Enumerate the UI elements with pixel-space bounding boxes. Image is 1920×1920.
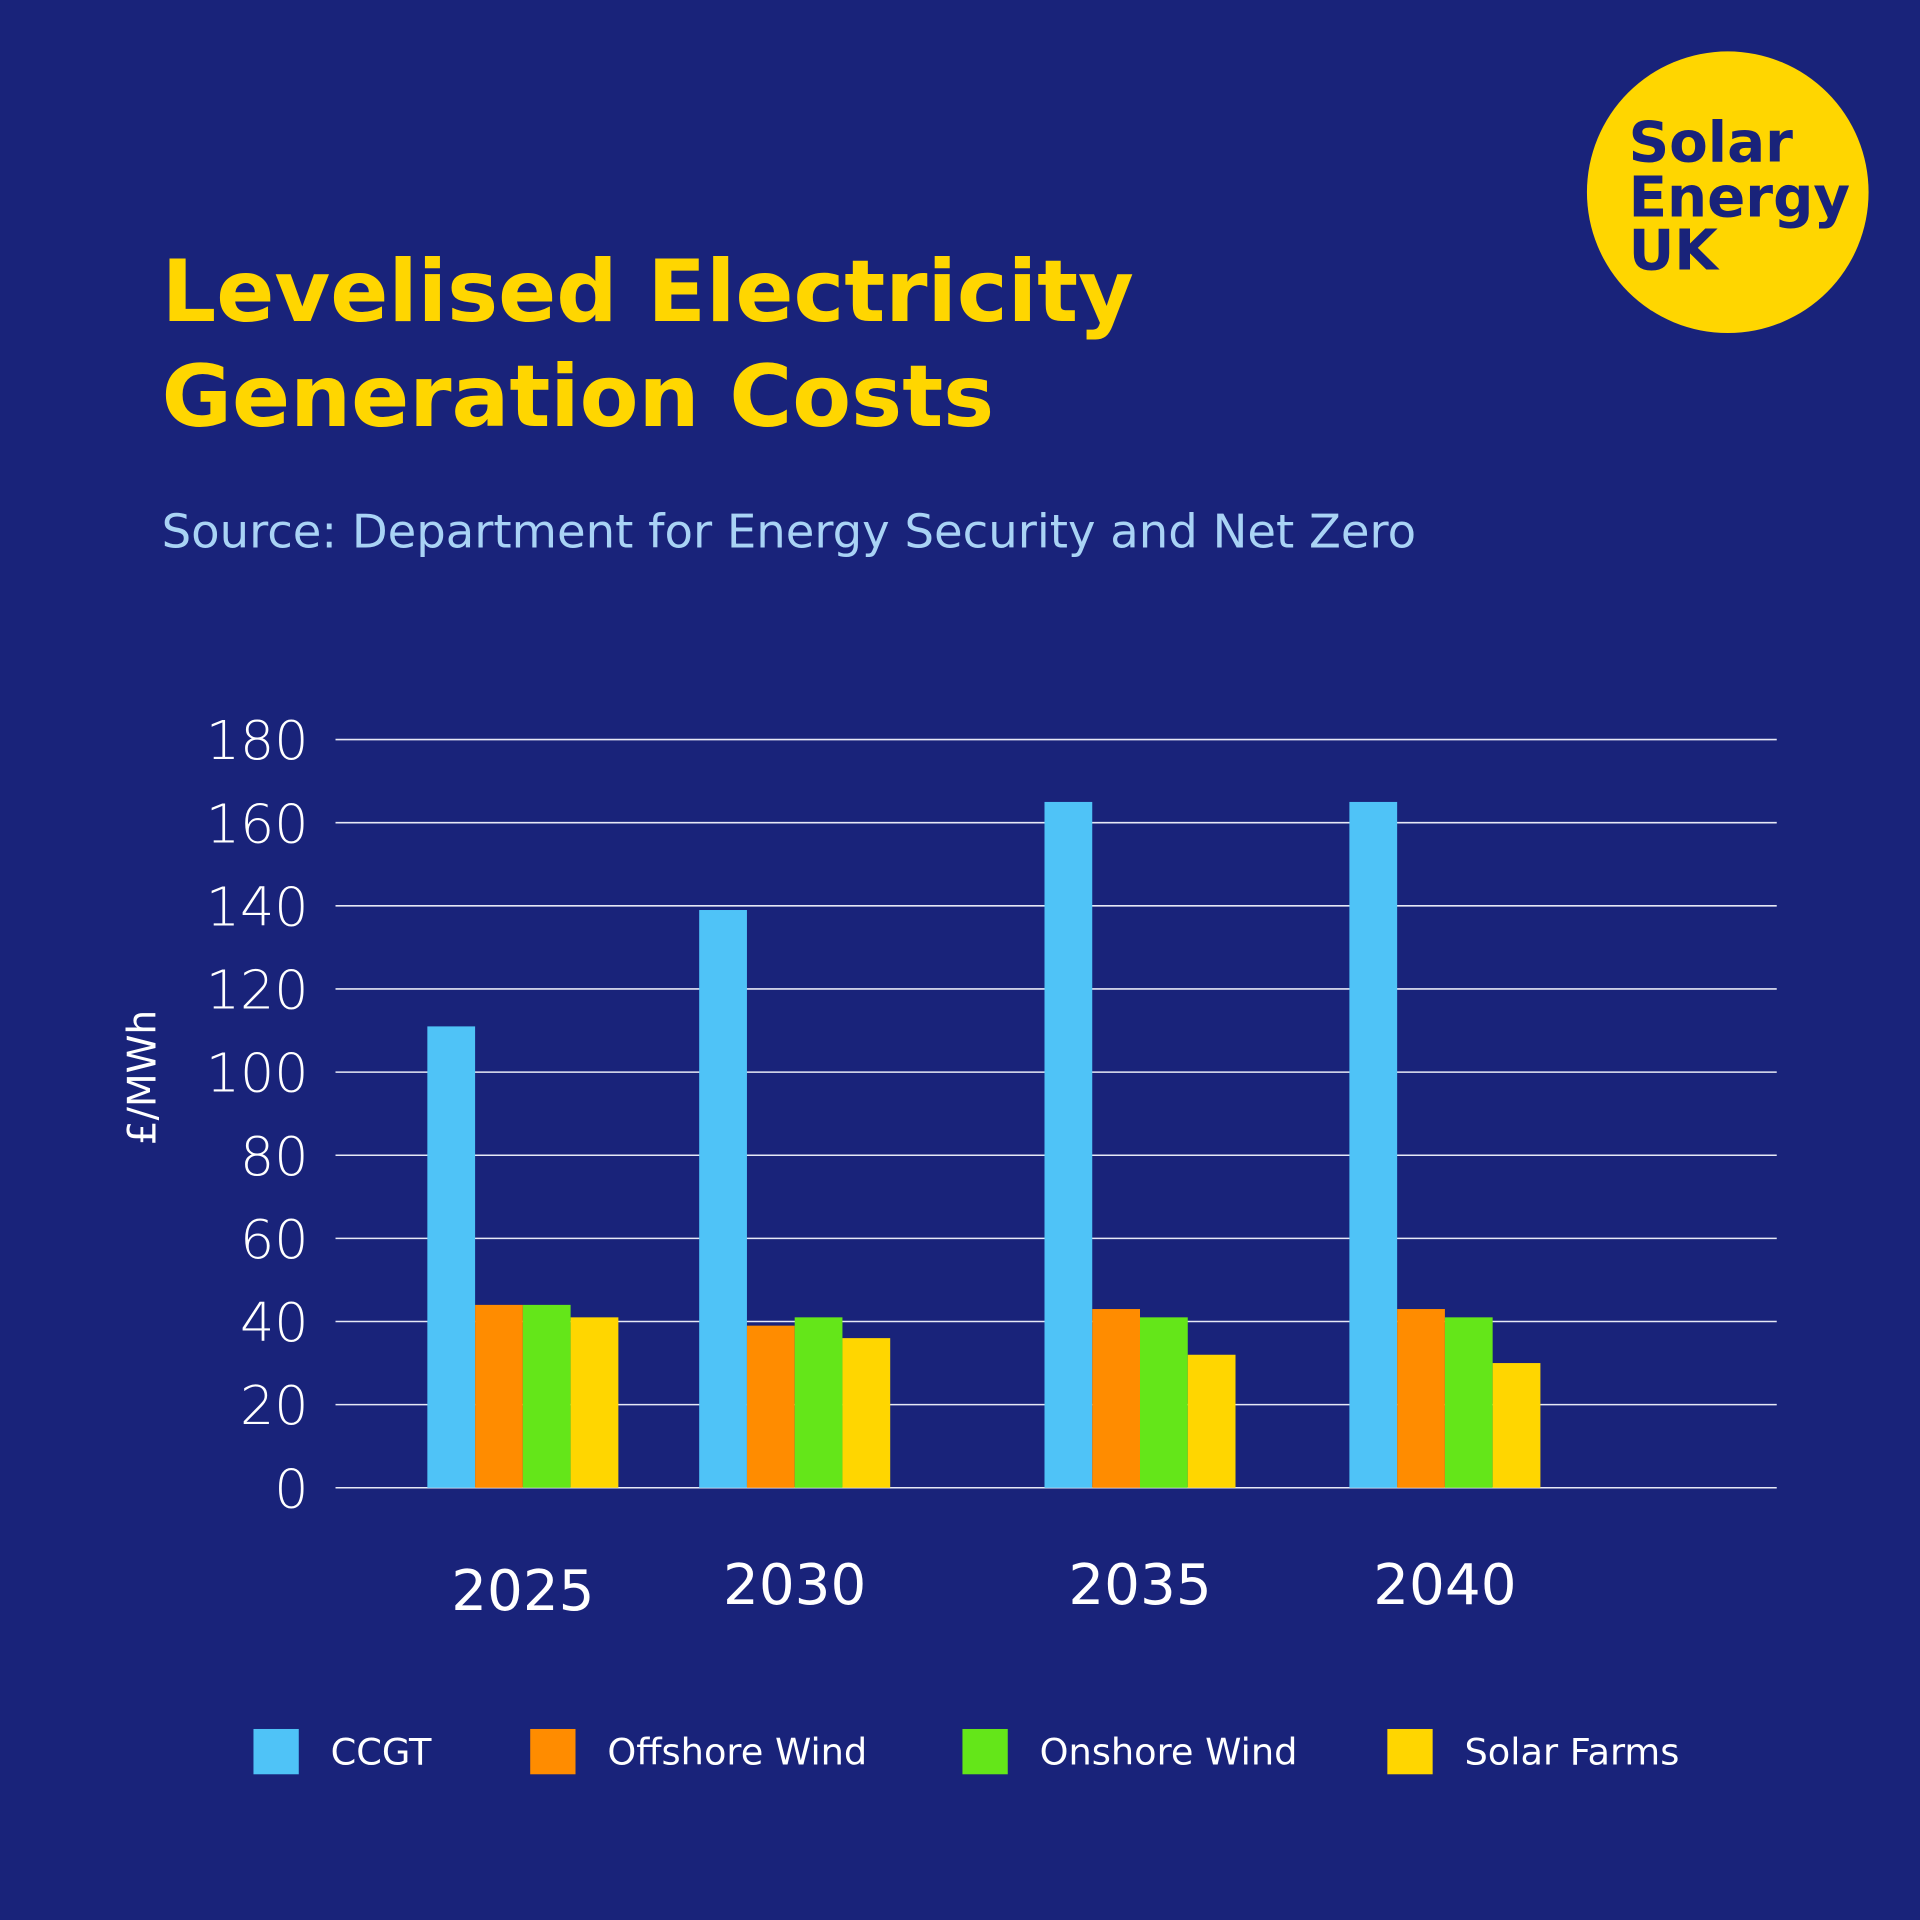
legend-swatch bbox=[962, 1728, 1008, 1775]
legend-label: CCGT bbox=[331, 1730, 432, 1773]
legend-swatch bbox=[530, 1728, 576, 1775]
y-tick-label: 0 bbox=[274, 1457, 308, 1520]
bar-onshore-wind-2040 bbox=[1444, 1317, 1493, 1488]
y-tick-label: 80 bbox=[240, 1125, 309, 1188]
chart-title: Levelised Electricity bbox=[162, 242, 1134, 342]
logo-circle bbox=[1586, 51, 1869, 334]
bar-offshore-wind-2030 bbox=[746, 1325, 795, 1488]
logo-text: Energy bbox=[1629, 166, 1851, 231]
legend-label: Onshore Wind bbox=[1040, 1730, 1298, 1773]
logo-text: UK bbox=[1629, 218, 1721, 283]
x-ticks: 2025 2030 2035 2040 bbox=[451, 1553, 1516, 1624]
y-tick-label: 160 bbox=[206, 792, 309, 855]
y-tick-label: 100 bbox=[206, 1042, 309, 1105]
bar-solar-farms-2040 bbox=[1492, 1363, 1541, 1488]
bars bbox=[427, 801, 1541, 1488]
bar-onshore-wind-2030 bbox=[794, 1317, 843, 1488]
x-tick-label: 2025 bbox=[451, 1559, 594, 1624]
bar-onshore-wind-2025 bbox=[522, 1304, 571, 1488]
chart-title: Generation Costs bbox=[162, 347, 995, 447]
bar-onshore-wind-2035 bbox=[1140, 1317, 1188, 1488]
x-tick-label: 2035 bbox=[1068, 1553, 1211, 1618]
legend: CCGT Offshore Wind Onshore Wind Solar Farms bbox=[253, 1728, 1679, 1775]
y-axis-label: £/MWh bbox=[121, 1010, 166, 1145]
y-tick-label: 140 bbox=[206, 875, 309, 938]
bar-solar-farms-2035 bbox=[1187, 1354, 1236, 1488]
y-tick-label: 120 bbox=[206, 959, 309, 1022]
bar-offshore-wind-2035 bbox=[1092, 1309, 1140, 1488]
legend-swatch bbox=[1387, 1728, 1433, 1775]
y-tick-label: 60 bbox=[240, 1208, 309, 1271]
y-tick-label: 20 bbox=[240, 1374, 309, 1437]
bar-solar-farms-2030 bbox=[842, 1338, 891, 1488]
y-tick-label: 180 bbox=[206, 709, 309, 772]
source-text: Source: Department for Energy Security a… bbox=[162, 504, 1416, 558]
legend-label: Offshore Wind bbox=[607, 1730, 867, 1773]
x-tick-label: 2030 bbox=[723, 1553, 866, 1618]
legend-label: Solar Farms bbox=[1464, 1730, 1679, 1773]
logo-text: Solar bbox=[1629, 111, 1794, 176]
x-tick-label: 2040 bbox=[1373, 1553, 1516, 1618]
bar-ccgt-2025 bbox=[427, 1026, 476, 1488]
y-tick-label: 40 bbox=[240, 1291, 309, 1354]
logo: Solar Energy UK bbox=[1586, 51, 1869, 334]
y-ticks: 0 20 40 60 80 100 120 140 160 180 bbox=[206, 709, 309, 1520]
legend-swatch bbox=[253, 1728, 299, 1775]
bar-offshore-wind-2040 bbox=[1397, 1309, 1445, 1488]
bar-ccgt-2030 bbox=[699, 910, 747, 1488]
bar-solar-farms-2025 bbox=[570, 1317, 619, 1488]
bar-ccgt-2035 bbox=[1044, 801, 1093, 1488]
bar-ccgt-2040 bbox=[1349, 801, 1398, 1488]
bar-offshore-wind-2025 bbox=[475, 1304, 523, 1488]
